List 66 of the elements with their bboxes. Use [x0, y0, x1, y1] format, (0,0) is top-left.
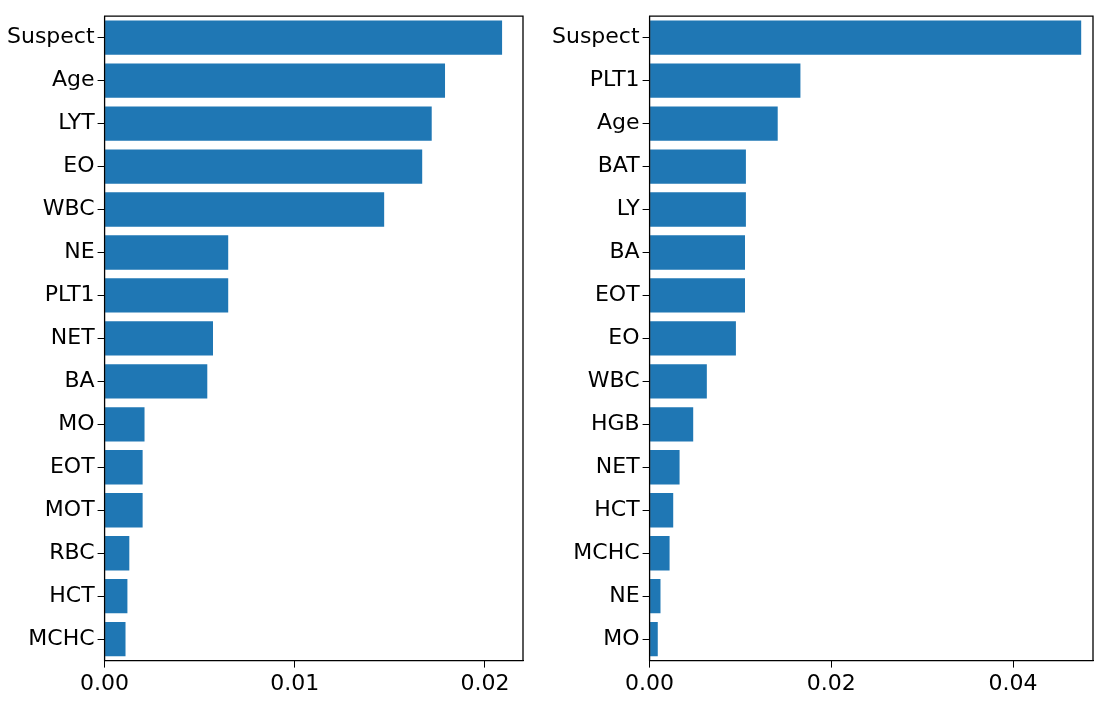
- bar: [105, 621, 126, 657]
- bar: [105, 407, 145, 442]
- y-tick-label: RBC: [49, 538, 95, 564]
- y-tick-label: BAT: [597, 152, 641, 178]
- y-tick-label: EO: [608, 324, 640, 350]
- bar: [105, 149, 423, 184]
- y-tick-label: BA: [609, 238, 640, 264]
- x-tick-label: 0.02: [806, 669, 856, 695]
- bar: [650, 536, 670, 571]
- y-tick-label: WBC: [587, 367, 640, 393]
- y-tick-label: LY: [616, 195, 641, 221]
- bar: [650, 450, 680, 485]
- y-tick-label: Suspect: [7, 23, 95, 49]
- bar: [650, 364, 707, 399]
- y-tick-label: MO: [603, 624, 640, 650]
- x-tick-label: 0.02: [460, 669, 510, 695]
- y-tick-label: LYT: [58, 109, 96, 135]
- bar: [105, 536, 130, 571]
- y-tick-label: PLT1: [44, 281, 95, 307]
- y-tick-label: MO: [58, 410, 95, 436]
- y-tick-label: Age: [52, 66, 95, 92]
- y-tick-label: MCHC: [28, 624, 95, 650]
- bar: [650, 321, 736, 356]
- y-tick-label: NE: [64, 238, 95, 264]
- y-tick-label: MCHC: [573, 538, 640, 564]
- y-tick-label: Age: [597, 109, 640, 135]
- y-tick-label: NET: [595, 453, 641, 478]
- bar: [105, 192, 385, 227]
- x-tick-label: 0.04: [988, 669, 1038, 695]
- y-tick-label: Suspect: [552, 23, 640, 49]
- x-tick-label: 0.00: [625, 669, 675, 695]
- bar: [650, 407, 694, 442]
- x-tick-label: 0.01: [270, 669, 320, 695]
- x-tick-label: 0.00: [80, 669, 130, 695]
- y-tick-label: EOT: [49, 453, 96, 478]
- bar: [650, 578, 661, 614]
- bar: [105, 278, 229, 313]
- bar: [105, 20, 503, 55]
- y-tick-label: WBC: [42, 195, 95, 221]
- bar: [105, 106, 432, 141]
- bar: [650, 20, 1082, 55]
- bar: [105, 364, 208, 399]
- bar: [650, 63, 801, 98]
- bar: [650, 235, 745, 270]
- bar: [105, 493, 143, 528]
- y-tick-label: NE: [609, 581, 640, 607]
- y-tick-label: HGB: [590, 410, 640, 436]
- bar: [650, 149, 746, 184]
- y-tick-label: EOT: [594, 281, 641, 307]
- bar: [650, 106, 778, 141]
- bar: [105, 450, 143, 485]
- y-tick-label: PLT1: [589, 66, 640, 92]
- y-tick-label: NET: [50, 324, 96, 350]
- bar: [105, 63, 446, 98]
- y-tick-label: MOT: [44, 495, 96, 521]
- y-tick-label: HCT: [594, 495, 641, 521]
- y-tick-label: HCT: [49, 581, 96, 607]
- y-tick-label: EO: [63, 152, 95, 178]
- bar: [105, 235, 229, 270]
- bar: [650, 192, 746, 227]
- bar: [105, 321, 213, 356]
- bar: [650, 493, 674, 528]
- bar: [650, 278, 745, 313]
- bar: [650, 621, 658, 657]
- y-tick-label: BA: [64, 367, 95, 393]
- bar: [105, 578, 128, 614]
